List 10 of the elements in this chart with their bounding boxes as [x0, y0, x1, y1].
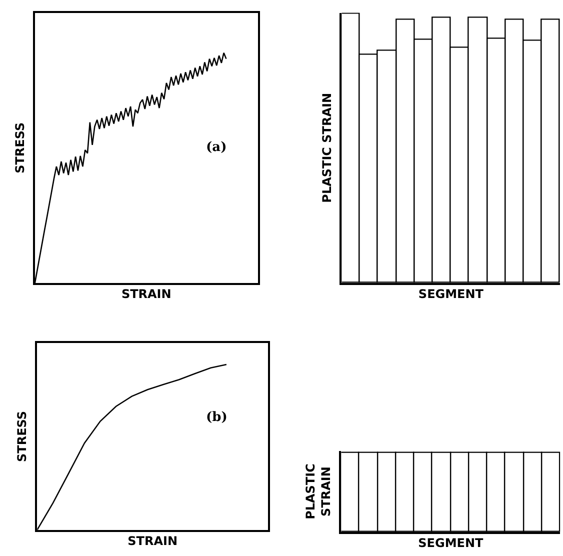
y-axis-title: PLASTIC STRAIN — [320, 92, 334, 203]
x-axis-title: SEGMENT — [418, 287, 484, 302]
x-axis-title: SEGMENT — [418, 536, 484, 550]
y-axis-title: STRESS — [12, 122, 27, 174]
x-axis-title: STRAIN — [121, 287, 172, 302]
annotation: (a) — [206, 140, 227, 155]
y-axis-title: PLASTIC STRAIN — [304, 463, 334, 520]
x-axis-title: STRAIN — [128, 534, 178, 548]
annotation: (b) — [206, 410, 228, 425]
y-axis-title: STRESS — [15, 410, 30, 462]
